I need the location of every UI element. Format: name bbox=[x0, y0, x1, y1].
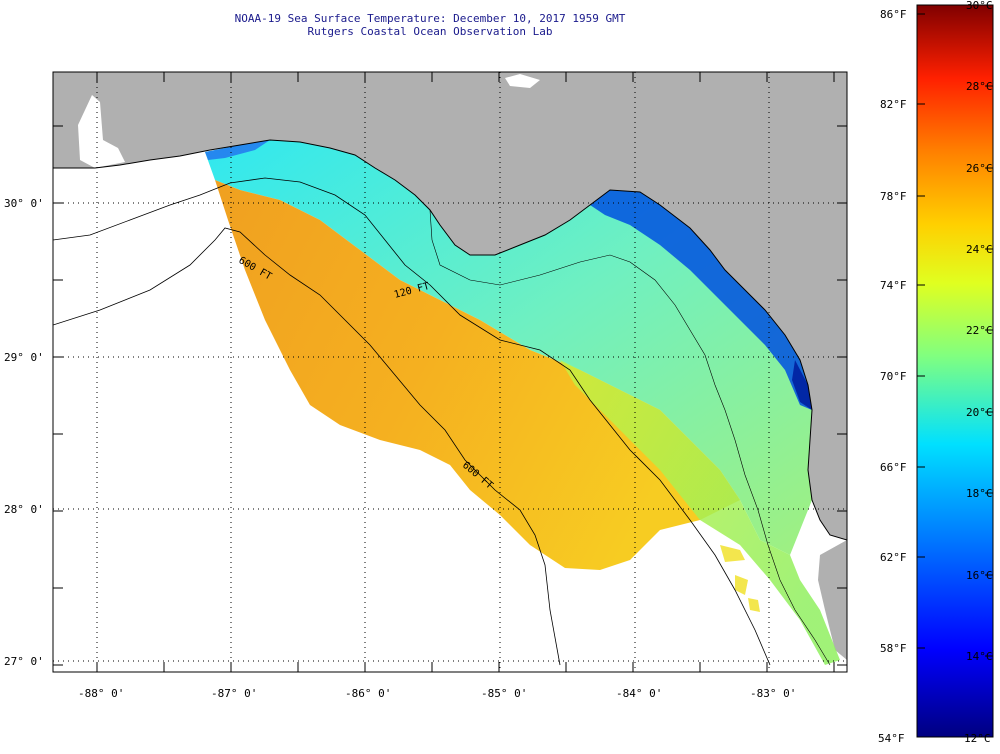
lon-label: -85° 0' bbox=[481, 687, 527, 700]
f-label: 70°F bbox=[880, 370, 907, 383]
sst-map: 30° 0' 29° 0' 28° 0' 27° 0' -88° 0' -87°… bbox=[4, 71, 848, 700]
axis-ticks bbox=[53, 72, 847, 672]
c-label: 20°C bbox=[966, 406, 993, 419]
lat-label: 27° 0' bbox=[4, 655, 44, 668]
colorbar-gradient bbox=[916, 4, 994, 738]
f-label: 78°F bbox=[880, 190, 907, 203]
lake-area bbox=[505, 74, 540, 88]
sst-patch-3 bbox=[748, 598, 760, 612]
f-label: 54°F bbox=[878, 732, 905, 745]
lat-label: 28° 0' bbox=[4, 503, 44, 516]
lon-label: -88° 0' bbox=[78, 687, 124, 700]
isobath-120ft bbox=[53, 177, 771, 666]
lon-label: -83° 0' bbox=[750, 687, 796, 700]
c-label: 18°C bbox=[966, 487, 993, 500]
map-frame bbox=[52, 71, 848, 673]
sst-offshore-warm bbox=[215, 180, 740, 570]
c-label: 30°C bbox=[966, 0, 993, 12]
c-label: 14°C bbox=[966, 650, 993, 663]
sst-shelf-mid bbox=[560, 360, 840, 665]
f-label: 74°F bbox=[880, 279, 907, 292]
c-label: 22°C bbox=[966, 324, 993, 337]
coastline bbox=[53, 139, 847, 541]
lon-label: -86° 0' bbox=[345, 687, 391, 700]
sst-cold-west bbox=[205, 140, 270, 160]
f-label: 58°F bbox=[880, 642, 907, 655]
bay-area bbox=[78, 95, 125, 168]
f-label: 82°F bbox=[880, 98, 907, 111]
graticule bbox=[53, 72, 847, 672]
c-label: 16°C bbox=[966, 569, 993, 582]
colorbar-ticks bbox=[917, 13, 993, 657]
c-label: 28°C bbox=[966, 80, 993, 93]
colorbar-f-labels: 86°F 82°F 78°F 74°F 70°F 66°F 62°F 58°F … bbox=[878, 8, 907, 745]
lat-labels: 30° 0' 29° 0' 28° 0' 27° 0' bbox=[4, 197, 44, 668]
lon-label: -84° 0' bbox=[616, 687, 662, 700]
f-label: 62°F bbox=[880, 551, 907, 564]
c-label: 26°C bbox=[966, 162, 993, 175]
lat-label: 30° 0' bbox=[4, 197, 44, 210]
sst-coastal-cold bbox=[590, 190, 812, 410]
map-subtitle: Rutgers Coastal Ocean Observation Lab bbox=[307, 25, 553, 38]
f-label: 86°F bbox=[880, 8, 907, 21]
isobath-shelf bbox=[429, 209, 831, 666]
c-label: 24°C bbox=[966, 243, 993, 256]
land-mass bbox=[53, 72, 847, 540]
land-south bbox=[818, 540, 847, 660]
sst-coldest-patch bbox=[792, 360, 812, 410]
c-label: 12°C bbox=[964, 732, 991, 745]
isobath-600ft bbox=[53, 227, 561, 666]
f-label: 66°F bbox=[880, 461, 907, 474]
lon-label: -87° 0' bbox=[211, 687, 257, 700]
sst-patch-2 bbox=[735, 575, 748, 595]
sst-patch-1 bbox=[720, 545, 745, 562]
lon-labels: -88° 0' -87° 0' -86° 0' -85° 0' -84° 0' … bbox=[78, 687, 796, 700]
map-title: NOAA-19 Sea Surface Temperature: Decembe… bbox=[234, 12, 626, 25]
colorbar-c-labels: 30°C 28°C 26°C 24°C 22°C 20°C 18°C 16°C … bbox=[964, 0, 993, 745]
lat-label: 29° 0' bbox=[4, 351, 44, 364]
